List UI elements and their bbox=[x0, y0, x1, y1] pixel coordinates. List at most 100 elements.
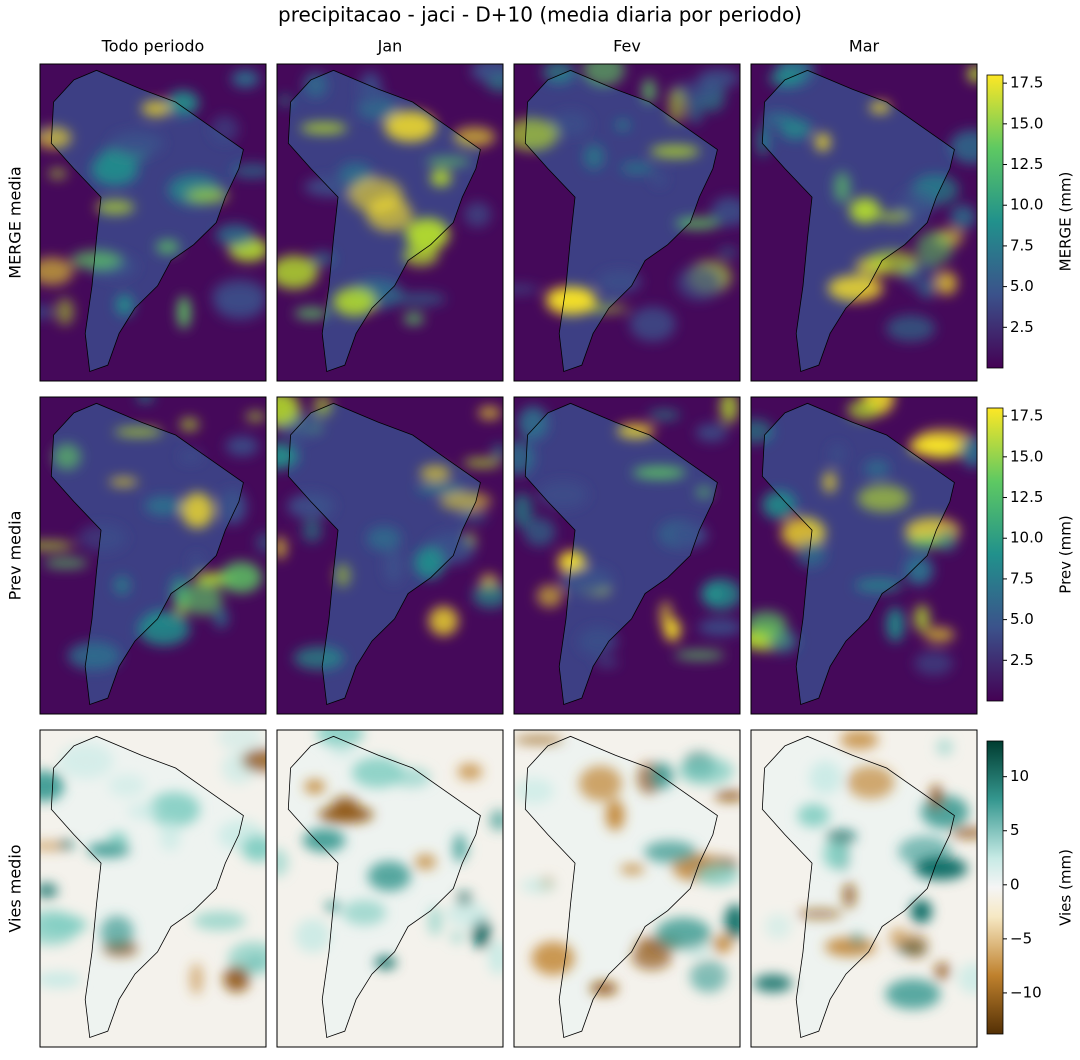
field-blob bbox=[886, 314, 936, 342]
field-blob bbox=[241, 748, 266, 773]
field-blob bbox=[961, 435, 977, 468]
colorbar bbox=[986, 740, 1004, 1035]
field-blob bbox=[795, 540, 827, 568]
field-blob bbox=[213, 607, 229, 629]
field-blob bbox=[302, 828, 346, 853]
field-blob bbox=[342, 899, 387, 926]
coastline bbox=[50, 735, 244, 1039]
field-blob bbox=[764, 913, 792, 940]
colorbar bbox=[986, 74, 1004, 369]
field-blob bbox=[489, 809, 503, 831]
field-blob bbox=[824, 937, 876, 957]
field-blob bbox=[514, 735, 564, 744]
panel-frame bbox=[513, 396, 741, 715]
field-blob bbox=[334, 563, 351, 588]
column-title: Todo periodo bbox=[101, 37, 205, 56]
field-blob bbox=[40, 257, 74, 286]
field-blob bbox=[720, 397, 738, 424]
row-label: Vies medio bbox=[6, 844, 25, 932]
precip-field bbox=[40, 397, 266, 670]
field-blob bbox=[366, 526, 402, 551]
field-blob bbox=[100, 915, 134, 950]
figure-title: precipitacao - jaci - D+10 (media diaria… bbox=[278, 3, 802, 27]
coastline bbox=[761, 69, 955, 373]
field-blob bbox=[769, 69, 803, 88]
field-blob bbox=[863, 459, 891, 478]
field-blob bbox=[91, 153, 139, 186]
coastline bbox=[287, 402, 481, 706]
colorbar-tick-label: −10 bbox=[1010, 983, 1042, 1001]
colorbar-label: MERGE (mm) bbox=[1057, 172, 1075, 272]
field-blob bbox=[877, 212, 910, 222]
field-blob bbox=[384, 549, 403, 584]
field-blob bbox=[674, 217, 721, 230]
precip-field bbox=[40, 730, 266, 996]
field-blob bbox=[650, 762, 674, 790]
field-blob bbox=[141, 100, 172, 117]
coastline bbox=[524, 735, 718, 1039]
field-blob bbox=[857, 484, 910, 512]
field-blob bbox=[616, 423, 655, 439]
colorbar-tick-label: 5.0 bbox=[1010, 610, 1034, 628]
map-panel bbox=[514, 730, 740, 1047]
field-blob bbox=[223, 965, 250, 993]
field-blob bbox=[58, 743, 114, 779]
field-blob bbox=[472, 582, 503, 609]
field-blob bbox=[695, 485, 713, 499]
field-blob bbox=[53, 443, 81, 470]
precip-field bbox=[514, 735, 740, 995]
field-blob bbox=[797, 803, 830, 828]
field-blob bbox=[709, 582, 722, 606]
map-panel bbox=[514, 64, 740, 381]
field-blob bbox=[148, 792, 201, 827]
field-blob bbox=[193, 911, 246, 931]
field-blob bbox=[514, 778, 554, 804]
map-panel bbox=[751, 730, 977, 1047]
field-blob bbox=[86, 842, 131, 858]
field-blob bbox=[514, 118, 559, 151]
field-blob bbox=[825, 829, 857, 843]
colorbar-tick-label: 17.5 bbox=[1010, 74, 1043, 92]
field-blob bbox=[751, 611, 787, 637]
field-blob bbox=[517, 405, 549, 441]
field-blob bbox=[559, 566, 614, 595]
colorbar-tick-label: 5 bbox=[1010, 821, 1020, 839]
field-blob bbox=[338, 162, 373, 185]
precip-field bbox=[277, 64, 503, 325]
field-blob bbox=[277, 255, 319, 290]
colorbar-tick-label: 2.5 bbox=[1010, 318, 1034, 336]
field-blob bbox=[949, 129, 977, 165]
field-blob bbox=[293, 646, 345, 670]
field-blob bbox=[809, 760, 842, 795]
field-blob bbox=[453, 126, 496, 147]
field-blob bbox=[796, 908, 843, 920]
field-blob bbox=[615, 120, 630, 130]
colorbar-tick-label: 12.5 bbox=[1010, 488, 1043, 506]
map-panel bbox=[40, 730, 266, 1047]
field-blob bbox=[403, 312, 424, 325]
field-blob bbox=[450, 931, 464, 943]
field-blob bbox=[40, 971, 82, 988]
field-blob bbox=[425, 157, 471, 167]
colorbar-label: Vies (mm) bbox=[1057, 849, 1075, 926]
field-blob bbox=[211, 278, 266, 314]
coastline bbox=[287, 735, 481, 1039]
field-blob bbox=[696, 863, 740, 886]
field-blob bbox=[67, 641, 121, 670]
panel-frame bbox=[276, 396, 504, 715]
panel-frame bbox=[750, 729, 978, 1048]
column-title: Mar bbox=[849, 37, 880, 56]
field-blob bbox=[181, 492, 214, 529]
map-panel bbox=[751, 397, 977, 714]
colorbar-tick-label: −5 bbox=[1010, 929, 1032, 947]
field-blob bbox=[531, 941, 575, 976]
field-blob bbox=[95, 199, 135, 215]
field-blob bbox=[178, 450, 203, 463]
field-blob bbox=[456, 891, 473, 906]
map-panel bbox=[40, 397, 266, 714]
field-blob bbox=[241, 835, 266, 862]
field-blob bbox=[40, 770, 64, 802]
field-blob bbox=[40, 541, 75, 550]
field-blob bbox=[295, 918, 331, 953]
field-blob bbox=[277, 848, 289, 877]
